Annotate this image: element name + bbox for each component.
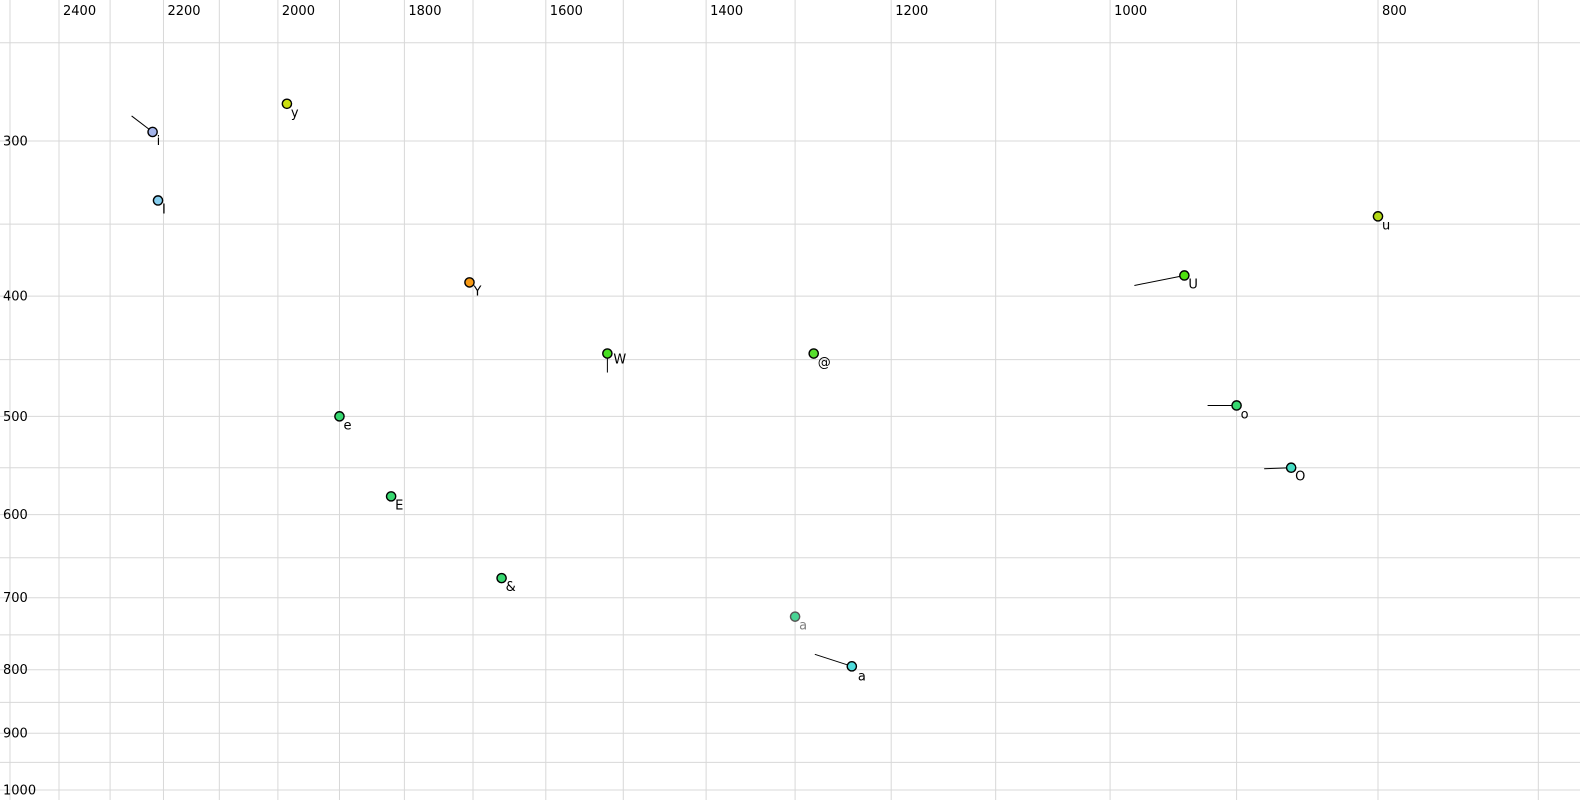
point-label-i: i — [157, 134, 161, 149]
data-point-I[interactable] — [152, 195, 164, 206]
data-point-&[interactable] — [496, 572, 507, 584]
y-tick-label: 400 — [3, 290, 28, 305]
y-tick-label: 300 — [3, 135, 28, 150]
point-label-W: W — [613, 353, 626, 368]
point-label-e: e — [343, 418, 351, 433]
data-point-e[interactable] — [334, 411, 345, 422]
x-tick-label: 1600 — [550, 4, 583, 19]
data-point-a[interactable] — [789, 611, 801, 622]
x-tick-label: 2400 — [63, 4, 96, 19]
data-point-E[interactable] — [385, 491, 397, 502]
x-tick-label: 1000 — [1114, 4, 1147, 19]
point-label-&: & — [506, 580, 516, 595]
point-tail-line — [1134, 274, 1185, 286]
data-point-Y[interactable] — [464, 277, 475, 288]
data-point-a[interactable] — [846, 661, 858, 672]
point-label-E: E — [395, 498, 403, 513]
x-tick-label: 1400 — [710, 4, 743, 19]
data-point-y[interactable] — [281, 98, 293, 110]
point-label-a: a — [799, 619, 807, 634]
data-point-U[interactable] — [1179, 270, 1190, 281]
y-tick-label: 900 — [3, 727, 28, 742]
point-label-Y: Y — [472, 284, 481, 299]
data-point-o[interactable] — [1231, 400, 1242, 411]
point-label-y: y — [291, 106, 299, 121]
x-tick-label: 2000 — [282, 4, 315, 19]
y-tick-label: 700 — [3, 591, 28, 606]
point-label-U: U — [1188, 277, 1198, 292]
point-label-a: a — [858, 669, 866, 684]
x-tick-label: 800 — [1382, 4, 1407, 19]
y-tick-label: 600 — [3, 508, 28, 523]
data-point-@[interactable] — [808, 348, 820, 359]
point-label-@: @ — [818, 356, 831, 371]
point-label-u: u — [1382, 218, 1390, 233]
point-label-o: o — [1241, 407, 1249, 422]
point-label-O: O — [1295, 470, 1305, 485]
y-tick-label: 500 — [3, 410, 28, 425]
x-tick-label: 1800 — [408, 4, 441, 19]
y-tick-label: 800 — [3, 663, 28, 678]
data-point-u[interactable] — [1372, 211, 1384, 222]
x-tick-label: 2200 — [167, 4, 200, 19]
data-point-O[interactable] — [1285, 462, 1297, 474]
data-point-W[interactable] — [602, 348, 613, 359]
point-tail-line — [814, 653, 852, 667]
point-label-I: I — [162, 202, 166, 217]
x-tick-label: 1200 — [895, 4, 928, 19]
y-tick-label: 1000 — [3, 784, 36, 799]
data-point-i[interactable] — [147, 126, 158, 138]
